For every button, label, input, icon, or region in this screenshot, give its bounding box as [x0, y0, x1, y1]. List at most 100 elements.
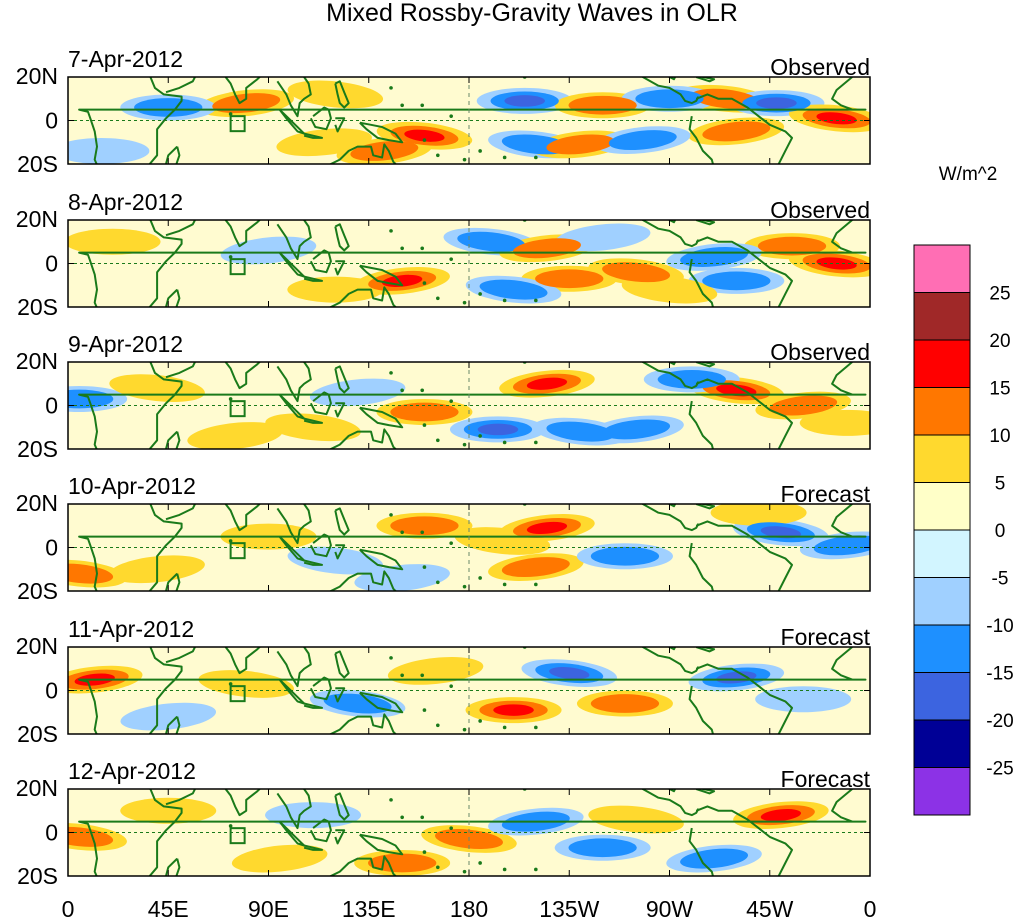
colorbar-swatch-1	[913, 244, 971, 293]
coastline-1	[78, 220, 867, 307]
island-11	[502, 298, 507, 303]
x-axis: 0 45E 90E 135E 180 135W 90W 45W 0	[62, 896, 877, 922]
lat-label: 20N	[16, 206, 58, 232]
island-5	[449, 684, 453, 688]
colorbar-swatch-2	[913, 292, 971, 341]
lon-label: 135E	[342, 896, 396, 922]
island-12	[534, 582, 538, 587]
island-10	[478, 434, 482, 438]
panel-1: 7-Apr-2012 Observed 20N 0 20S	[16, 46, 871, 177]
anomaly-7-level-2	[546, 134, 615, 155]
colorbar-label: 10	[989, 426, 1010, 447]
lat-label: 0	[45, 678, 58, 704]
island-12	[534, 155, 538, 160]
coastline-14	[641, 647, 700, 675]
coastline-14	[641, 362, 700, 390]
colorbar-swatch-10	[913, 672, 971, 721]
anomaly-9-level-1	[198, 670, 294, 698]
colorbar-swatch-5	[913, 434, 971, 483]
island-6	[420, 815, 425, 820]
panel-date: 10-Apr-2012	[68, 473, 196, 499]
panel-status: Forecast	[781, 766, 871, 792]
island-4	[462, 584, 467, 589]
panels-group: 7-Apr-2012 Observed 20N 0 20S 8-Apr-2012 Obser…	[16, 46, 871, 889]
island-10	[478, 292, 482, 296]
anomaly-7-level-1	[387, 657, 484, 685]
island-10	[478, 861, 482, 865]
coastline-9	[309, 249, 332, 274]
island-8	[389, 86, 393, 90]
colorbar-label: 25	[989, 284, 1010, 305]
coastline-18	[695, 362, 716, 368]
anomaly-15-level-1	[287, 80, 384, 109]
island-6	[420, 246, 425, 251]
anomaly-6-level-2	[546, 421, 615, 442]
island-3	[436, 865, 440, 870]
coastline-15	[667, 77, 677, 81]
anomaly-1-level-3	[760, 809, 802, 822]
anomaly-7-level-1	[231, 844, 328, 873]
coastline-2	[148, 220, 183, 307]
island-6	[420, 103, 425, 108]
coastline-15	[667, 362, 677, 366]
anomaly-3-level-3	[549, 667, 590, 680]
island-4	[462, 442, 467, 447]
anomaly-9-level-1	[265, 413, 361, 442]
anomaly-6-level-3	[760, 526, 802, 539]
anomaly-field	[68, 789, 867, 876]
island-5	[449, 257, 453, 261]
panel-date: 7-Apr-2012	[68, 46, 183, 72]
island-5	[449, 399, 453, 403]
region-box	[229, 400, 246, 418]
region-box	[229, 258, 246, 276]
panel-4: 10-Apr-2012 Forecast 20N 0 20S	[16, 473, 871, 604]
island-1	[228, 539, 233, 543]
anomaly-5-level-3	[504, 95, 545, 107]
panel-date: 9-Apr-2012	[68, 331, 183, 357]
coastline-2	[148, 647, 183, 734]
island-11	[502, 582, 507, 587]
anomaly-6-level-2	[602, 262, 671, 283]
colorbar-label: -5	[992, 569, 1009, 590]
colorbar-label: -15	[986, 664, 1013, 685]
anomaly-3-level-2	[457, 231, 526, 252]
anomaly-8-level-1	[755, 686, 852, 713]
coastline-12	[359, 548, 404, 571]
island-1	[228, 255, 233, 259]
coastline-18	[695, 504, 716, 510]
island-7	[400, 530, 404, 535]
lat-label: 0	[45, 108, 58, 134]
island-10	[478, 576, 482, 580]
coastline-9	[309, 533, 332, 558]
anomaly-4-level-2	[769, 395, 838, 416]
anomaly-field	[68, 362, 870, 449]
coastline-3	[165, 572, 181, 591]
anomaly-6-level-2	[323, 693, 392, 714]
coastline-5	[224, 362, 262, 390]
lon-label: 0	[864, 896, 877, 922]
island-2	[422, 708, 427, 712]
island-11	[502, 867, 507, 872]
anomaly-8-level-2	[757, 236, 827, 256]
anomaly-1-level-3	[526, 377, 568, 390]
colorbar-swatch-9	[913, 624, 971, 673]
coastline-3	[165, 145, 181, 164]
colorbar-label: 15	[989, 379, 1010, 400]
anomaly-1-level-3	[526, 521, 568, 535]
anomaly-9-level-1	[287, 546, 384, 575]
panel-3: 9-Apr-2012 Observed 20N 0 20S	[16, 331, 871, 462]
coastline-10	[334, 829, 346, 845]
anomaly-5-level-2	[535, 269, 604, 289]
colorbar-swatch-6	[913, 482, 971, 531]
coastline-4	[165, 362, 197, 379]
island-12	[534, 298, 538, 303]
region-box	[229, 115, 246, 133]
coastline-18	[695, 220, 716, 226]
coastline-15	[667, 220, 677, 224]
coastline-5	[224, 77, 262, 105]
coastline-1	[78, 789, 867, 876]
coastline-10	[334, 687, 346, 703]
anomaly-1-level-2	[212, 93, 281, 114]
coastline-3	[165, 288, 181, 307]
island-3	[436, 153, 440, 158]
